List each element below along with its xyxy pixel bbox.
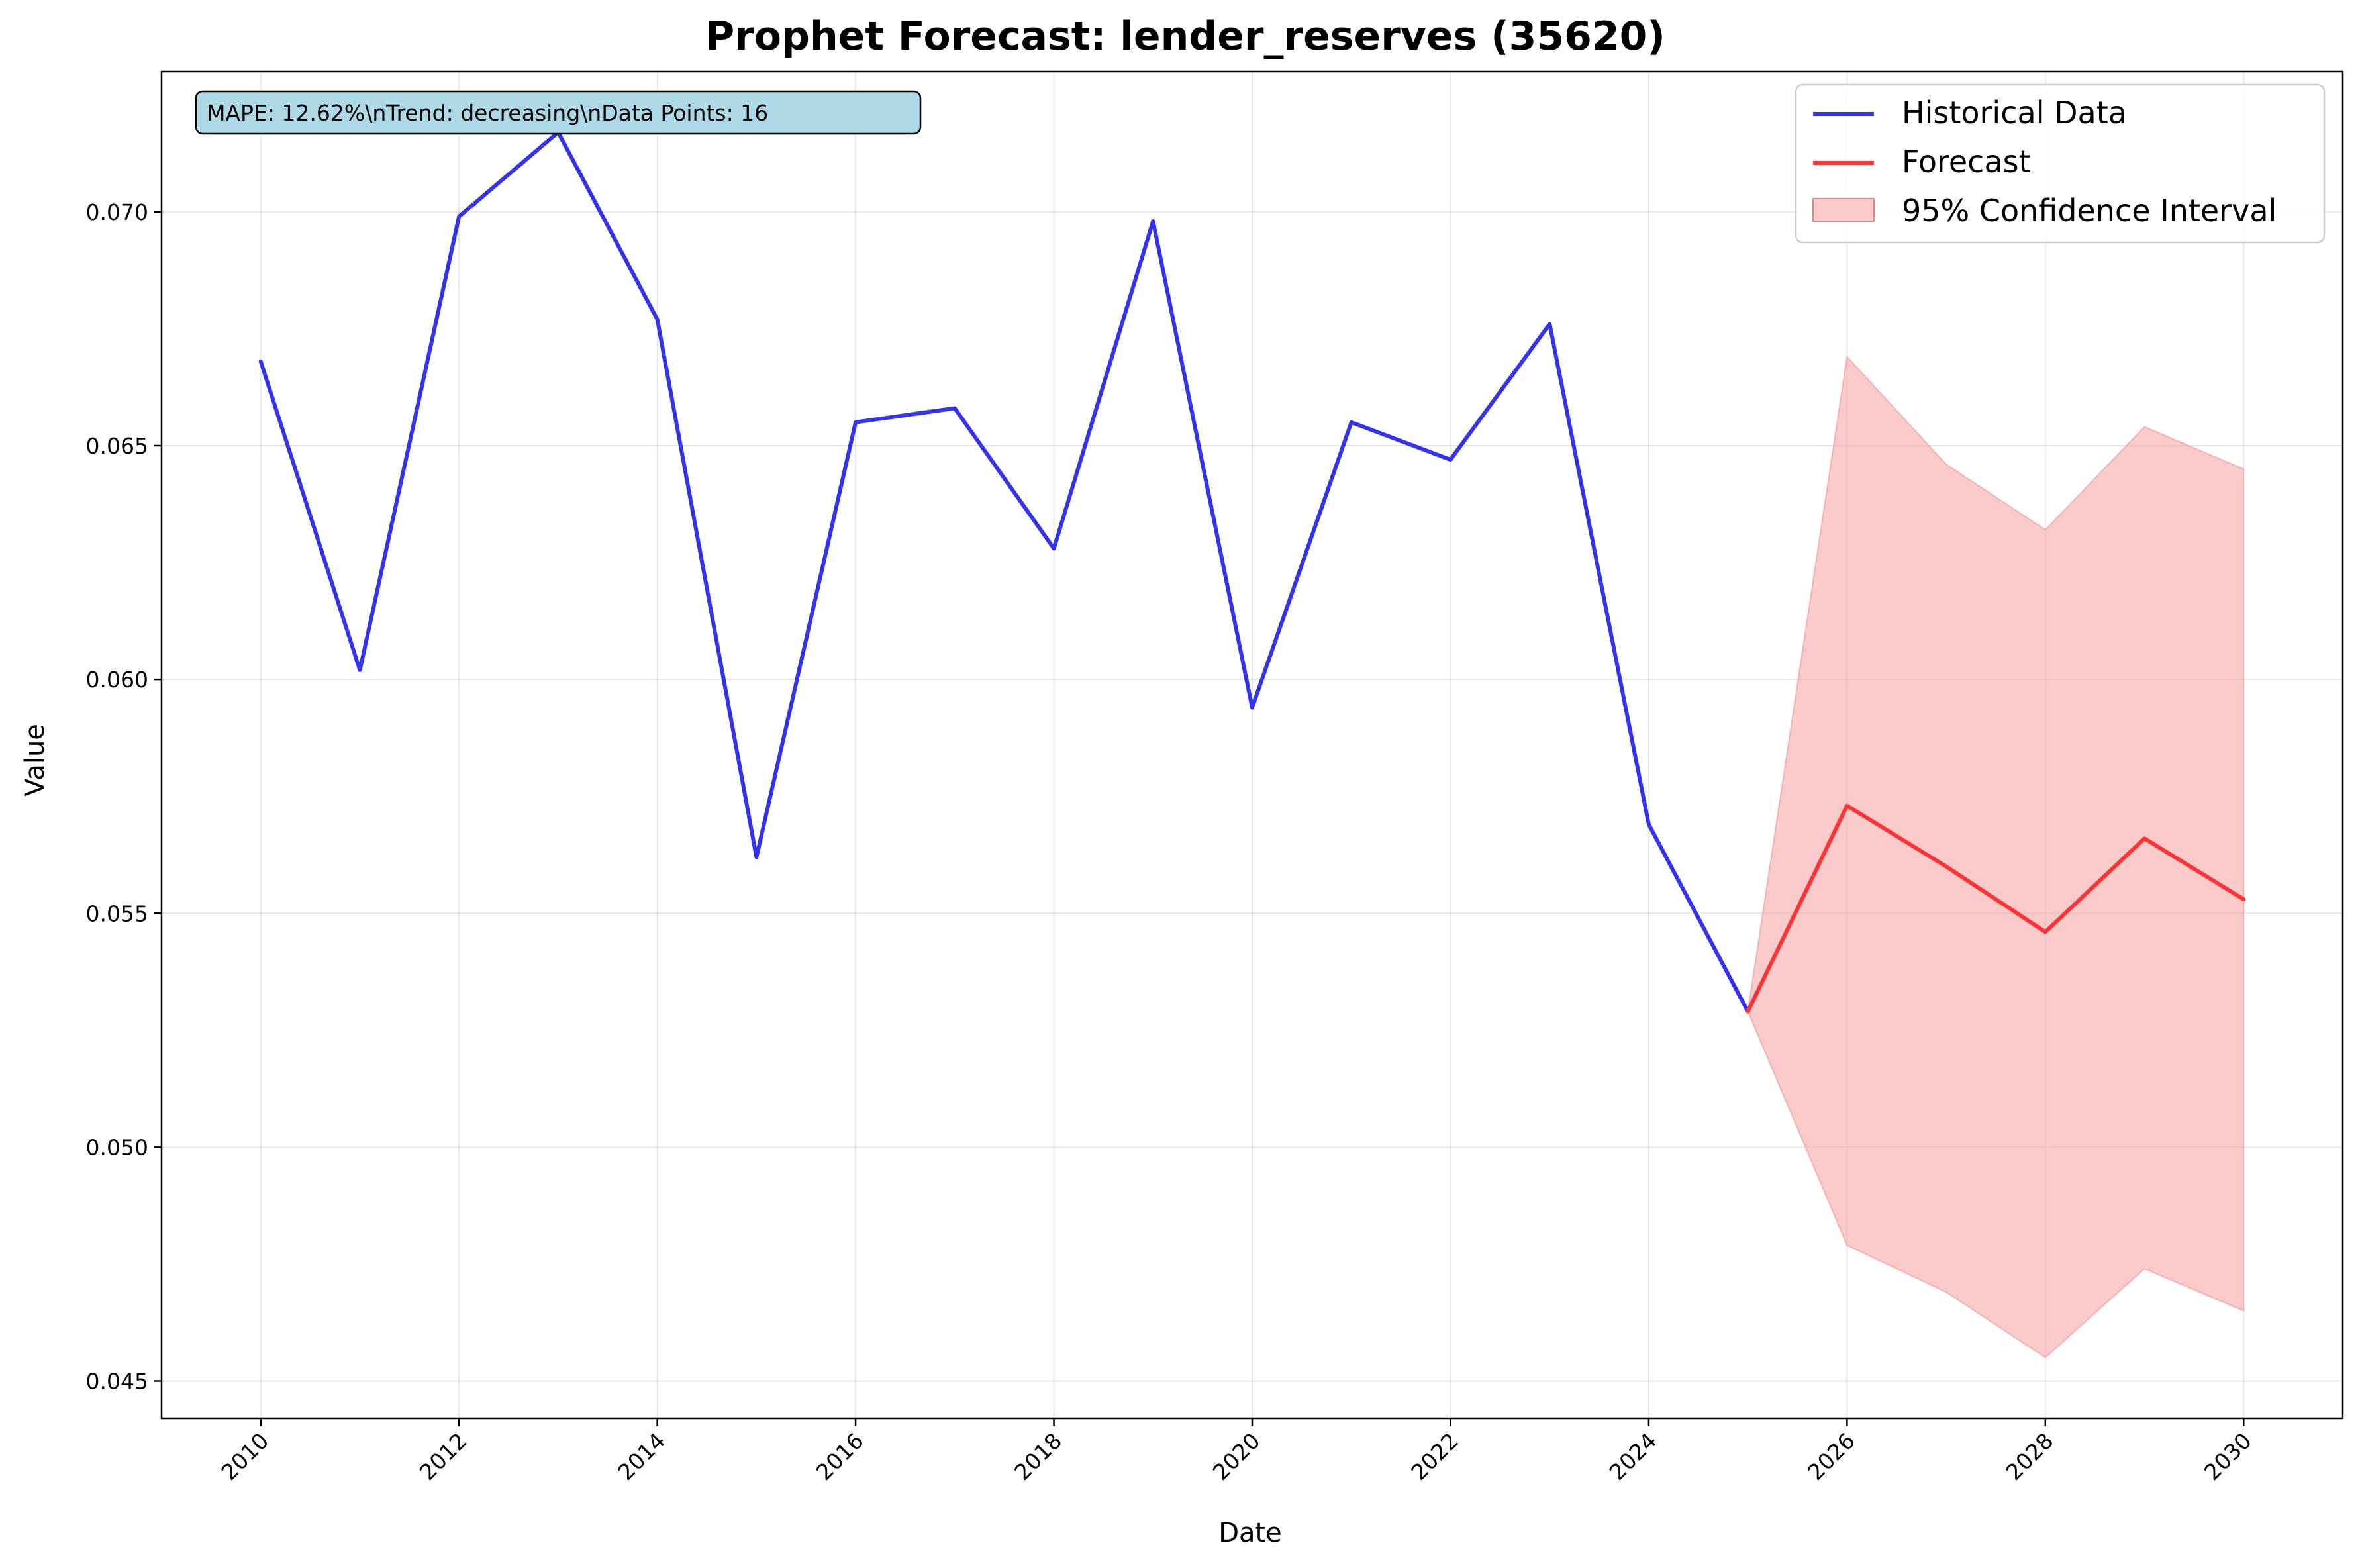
legend-label-historical: Historical Data (1902, 95, 2127, 130)
y-tick-label: 0.065 (86, 433, 148, 459)
legend: Historical Data Forecast 95% Confidence … (1795, 83, 2326, 244)
legend-label-confidence: 95% Confidence Interval (1902, 193, 2277, 228)
y-axis-label: Value (20, 724, 50, 797)
stats-annotation: MAPE: 12.62%\nTrend: decreasing\nData Po… (195, 90, 922, 135)
confidence-band-layer (1747, 355, 2245, 1359)
chart-title: Prophet Forecast: lender_reserves (35620… (705, 13, 1665, 60)
confidence-band (1747, 355, 2245, 1359)
legend-frame (1795, 83, 2326, 244)
y-tick-label: 0.070 (86, 199, 148, 225)
y-axis-ticks: 0.045 0.050 0.055 0.060 0.065 0.070 (86, 199, 162, 1395)
y-tick-label: 0.050 (86, 1134, 148, 1160)
legend-label-forecast: Forecast (1902, 144, 2031, 179)
y-tick-label: 0.055 (86, 901, 148, 926)
series-lines-layer (258, 130, 2246, 1014)
stats-annotation-box (195, 90, 922, 135)
historical-data-line (258, 130, 1750, 1014)
y-tick-label: 0.060 (86, 667, 148, 693)
stats-annotation-text: MAPE: 12.62%\nTrend: decreasing\nData Po… (207, 100, 768, 126)
legend-swatch-confidence (1812, 198, 1875, 222)
y-tick-label: 0.045 (86, 1369, 148, 1395)
forecast-line (1745, 803, 2246, 1014)
x-axis-label: Date (1218, 1518, 1282, 1548)
